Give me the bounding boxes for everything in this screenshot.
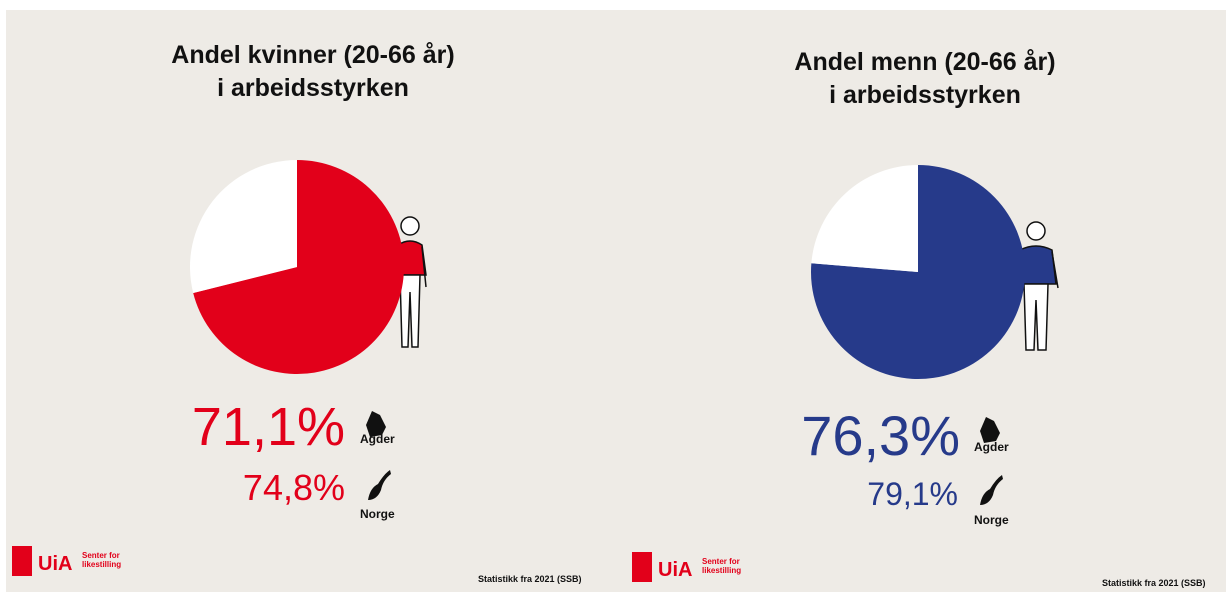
chart-title: Andel menn (20-66 år) <box>794 48 1055 76</box>
agder-map-icon <box>980 417 1000 443</box>
logo-subtitle: Senter for <box>82 551 120 560</box>
comparison-label: Norge <box>360 507 395 521</box>
logo-subtitle: likestilling <box>82 560 121 569</box>
pie-slice <box>190 160 297 293</box>
chart-title: i arbeidsstyrken <box>217 74 409 102</box>
source-note: Statistikk fra 2021 (SSB) <box>478 574 582 584</box>
chart-title: i arbeidsstyrken <box>829 81 1021 109</box>
comparison-value: 74,8% <box>243 467 345 508</box>
pie-slice <box>193 160 404 374</box>
norge-map-icon <box>368 470 391 500</box>
logo-subtitle: likestilling <box>702 566 741 575</box>
logo-mark <box>12 546 32 576</box>
pie-slice <box>811 165 918 272</box>
logo-mark <box>632 552 652 582</box>
agder-map-icon <box>366 411 386 437</box>
value-label: 71,1% <box>192 397 345 457</box>
region-label: Agder <box>360 432 395 446</box>
logo-name: UiA <box>658 559 692 581</box>
region-label: Agder <box>974 440 1009 454</box>
norge-map-icon <box>980 475 1003 505</box>
source-note: Statistikk fra 2021 (SSB) <box>1102 578 1206 588</box>
comparison-value: 79,1% <box>867 476 958 512</box>
chart-title: Andel kvinner (20-66 år) <box>171 41 454 69</box>
value-label: 76,3% <box>801 404 960 467</box>
logo-subtitle: Senter for <box>702 557 740 566</box>
comparison-label: Norge <box>974 513 1009 527</box>
logo-name: UiA <box>38 553 72 575</box>
